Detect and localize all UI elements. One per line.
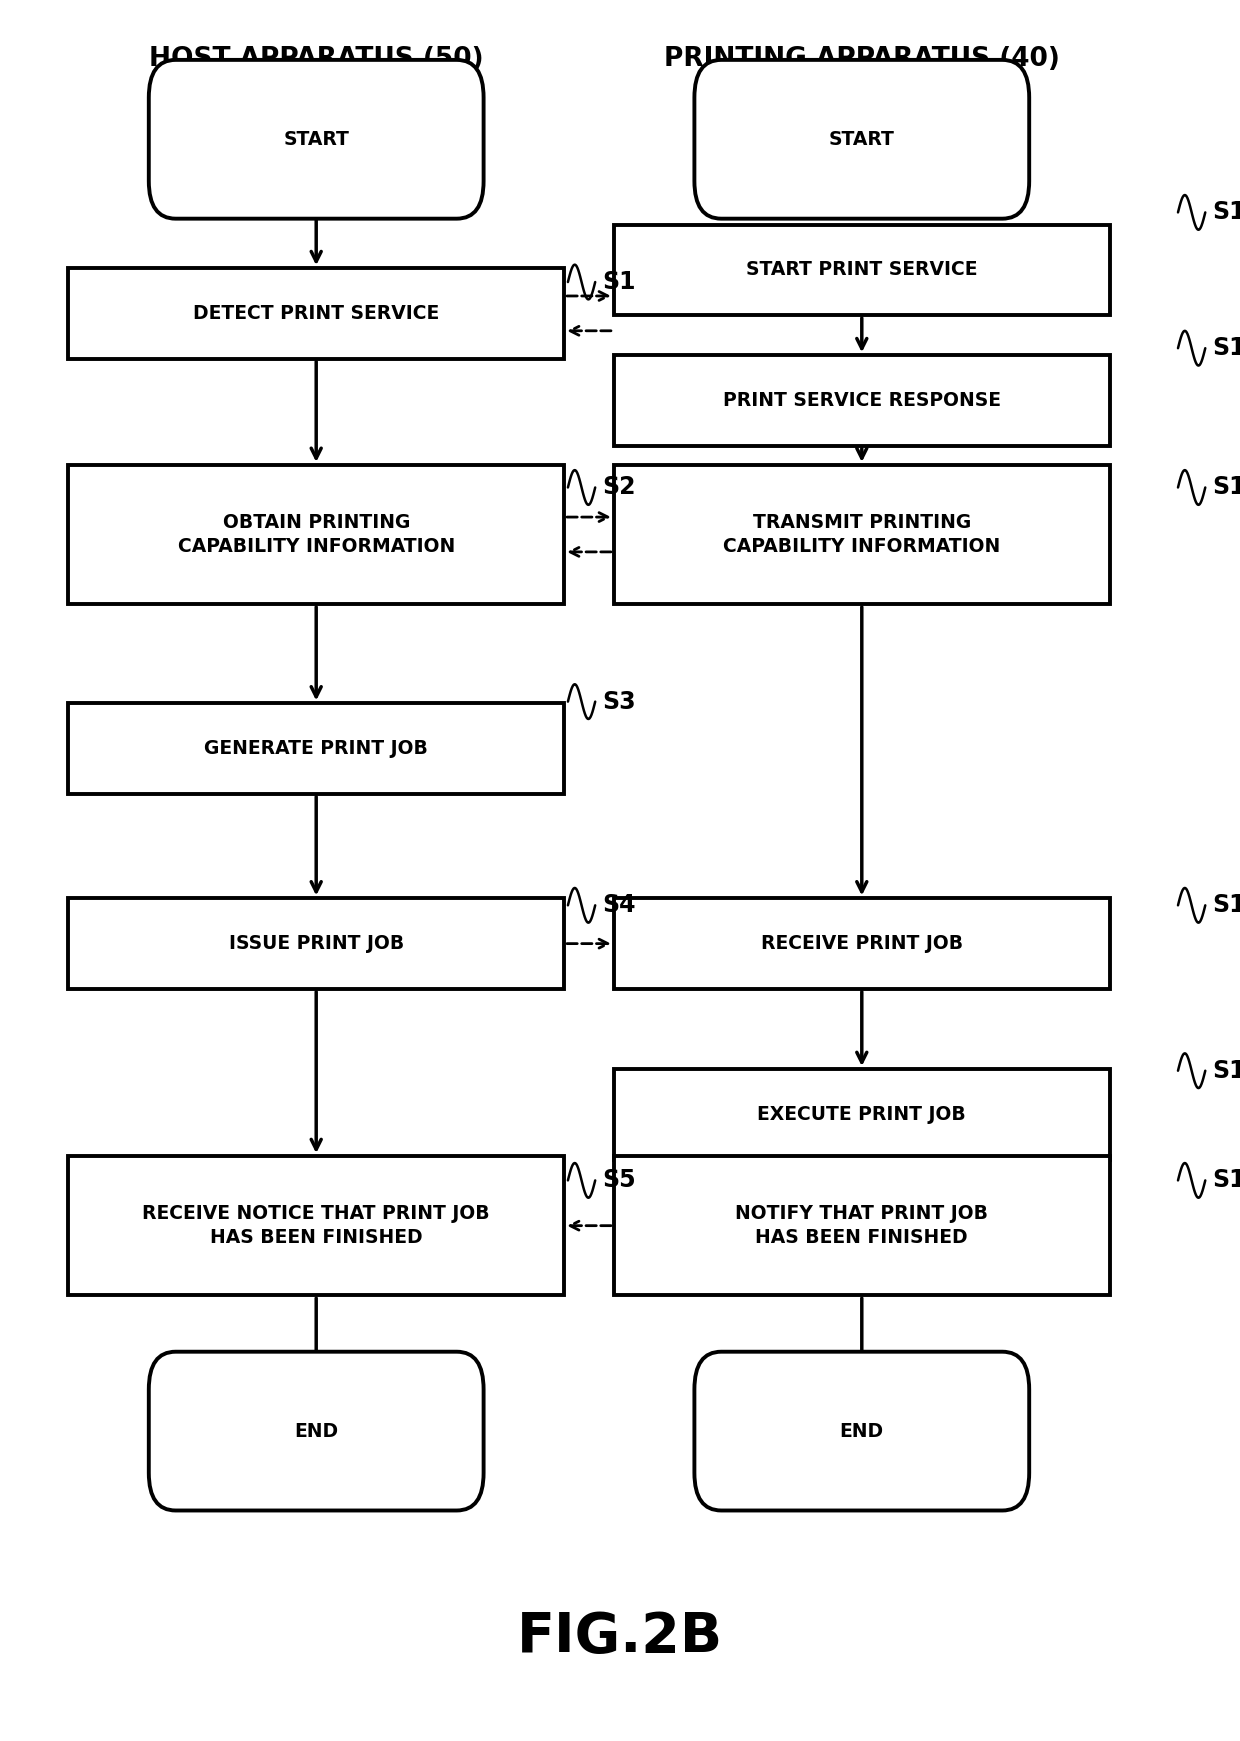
Text: S1: S1 (603, 270, 636, 294)
Text: END: END (294, 1422, 339, 1440)
Text: START: START (828, 131, 895, 148)
Text: NOTIFY THAT PRINT JOB
HAS BEEN FINISHED: NOTIFY THAT PRINT JOB HAS BEEN FINISHED (735, 1205, 988, 1247)
Text: S13: S13 (1213, 475, 1240, 500)
FancyBboxPatch shape (614, 898, 1110, 989)
FancyBboxPatch shape (68, 268, 564, 359)
Text: END: END (839, 1422, 884, 1440)
Text: S3: S3 (603, 689, 636, 714)
Text: OBTAIN PRINTING
CAPABILITY INFORMATION: OBTAIN PRINTING CAPABILITY INFORMATION (177, 514, 455, 555)
Text: S12: S12 (1213, 336, 1240, 360)
Text: S11: S11 (1213, 200, 1240, 225)
Text: ISSUE PRINT JOB: ISSUE PRINT JOB (228, 935, 404, 952)
Text: S14: S14 (1213, 893, 1240, 918)
Text: PRINTING APPARATUS (40): PRINTING APPARATUS (40) (663, 47, 1060, 71)
Text: PRINT SERVICE RESPONSE: PRINT SERVICE RESPONSE (723, 392, 1001, 409)
FancyBboxPatch shape (149, 1351, 484, 1511)
Text: START: START (283, 131, 350, 148)
FancyBboxPatch shape (149, 59, 484, 219)
FancyBboxPatch shape (694, 59, 1029, 219)
FancyBboxPatch shape (68, 1156, 564, 1295)
Text: RECEIVE PRINT JOB: RECEIVE PRINT JOB (760, 935, 963, 952)
Text: FIG.2B: FIG.2B (517, 1609, 723, 1664)
FancyBboxPatch shape (614, 1069, 1110, 1160)
Text: START PRINT SERVICE: START PRINT SERVICE (746, 261, 977, 279)
Text: S16: S16 (1213, 1168, 1240, 1193)
Text: HOST APPARATUS (50): HOST APPARATUS (50) (149, 47, 484, 71)
Text: S5: S5 (603, 1168, 636, 1193)
Text: S4: S4 (603, 893, 636, 918)
FancyBboxPatch shape (68, 703, 564, 794)
FancyBboxPatch shape (614, 225, 1110, 315)
Text: EXECUTE PRINT JOB: EXECUTE PRINT JOB (758, 1106, 966, 1123)
Text: S15: S15 (1213, 1059, 1240, 1083)
FancyBboxPatch shape (68, 898, 564, 989)
Text: S2: S2 (603, 475, 636, 500)
Text: DETECT PRINT SERVICE: DETECT PRINT SERVICE (193, 305, 439, 322)
Text: TRANSMIT PRINTING
CAPABILITY INFORMATION: TRANSMIT PRINTING CAPABILITY INFORMATION (723, 514, 1001, 555)
Text: GENERATE PRINT JOB: GENERATE PRINT JOB (205, 740, 428, 757)
FancyBboxPatch shape (68, 465, 564, 604)
FancyBboxPatch shape (614, 355, 1110, 446)
FancyBboxPatch shape (614, 465, 1110, 604)
FancyBboxPatch shape (614, 1156, 1110, 1295)
Text: RECEIVE NOTICE THAT PRINT JOB
HAS BEEN FINISHED: RECEIVE NOTICE THAT PRINT JOB HAS BEEN F… (143, 1205, 490, 1247)
FancyBboxPatch shape (694, 1351, 1029, 1511)
